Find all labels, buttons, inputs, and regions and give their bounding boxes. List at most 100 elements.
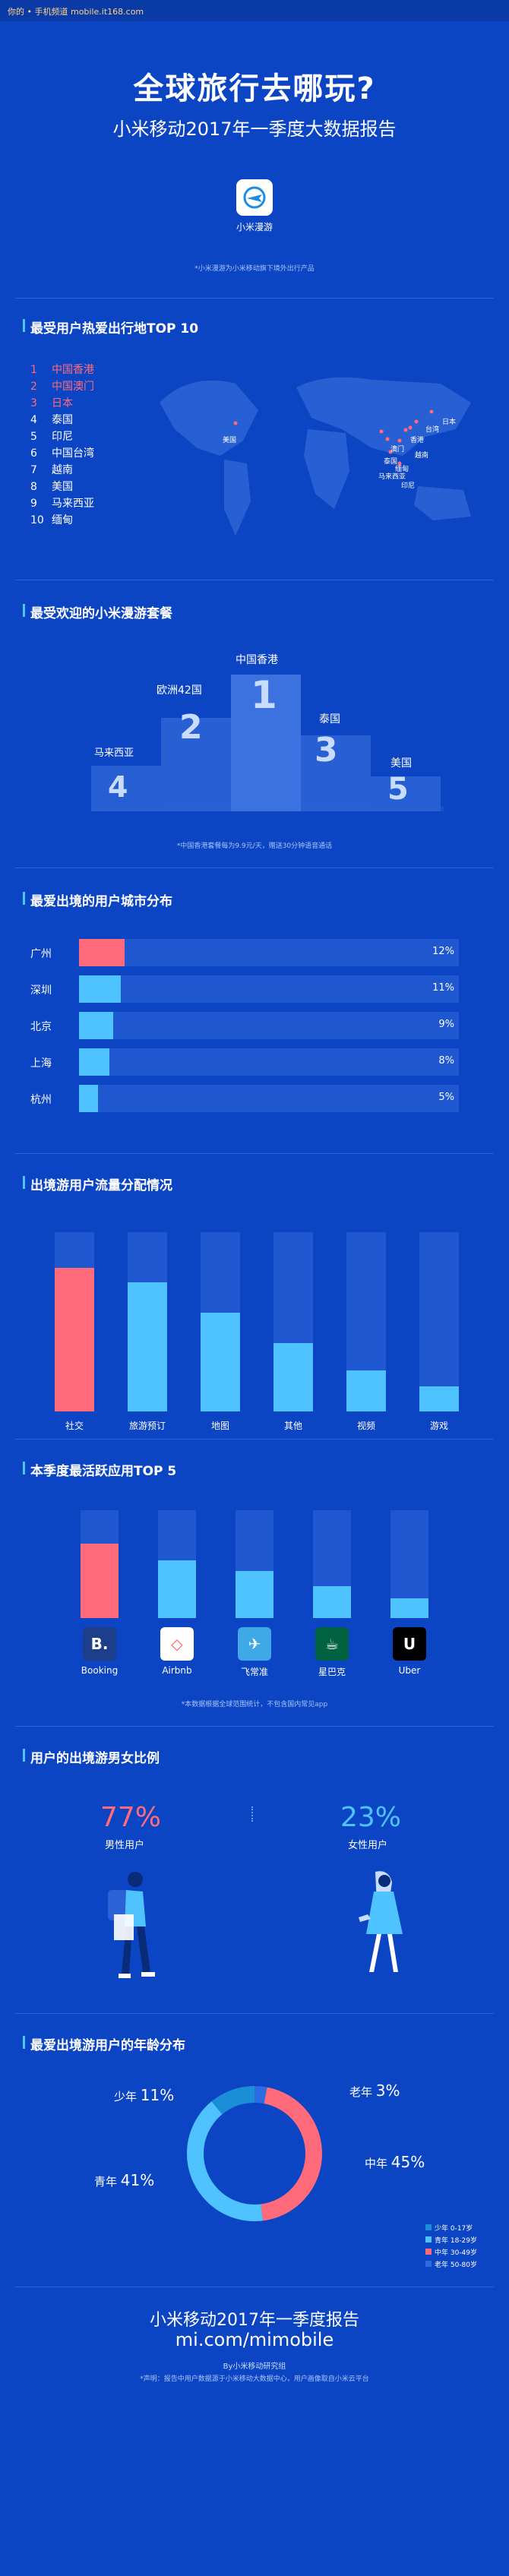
top10-name: 印尼 [52, 431, 73, 443]
podium-block-5 [371, 776, 441, 811]
traffic-bar-fill [201, 1313, 240, 1411]
age-label-senior-name: 老年 [349, 2085, 373, 2099]
top10-list: 1 中国香港 2 中国澳门 3 日本 4 泰国 5 印尼 6 中国台湾 7 越南 8 美国 9 马来西亚 10 缅甸 [30, 362, 94, 529]
age-label-teen-pct: 11% [140, 2086, 175, 2104]
podium-label-malaysia: 马来西亚 [94, 748, 134, 759]
age-label-youth-name: 青年 [94, 2175, 118, 2189]
podium-rank-1: 1 [251, 673, 277, 717]
city-bar-track: 11% [79, 975, 459, 1003]
feichangzhun-icon: ✈ [238, 1627, 271, 1661]
traffic-bar-label: 社交 [65, 1421, 84, 1431]
map-label-hongkong: 香港 [410, 437, 425, 444]
podium-block-4 [91, 766, 161, 811]
section-title-top10: 最受用户热爱出行地TOP 10 [22, 318, 198, 337]
city-bar-label: 上海 [30, 1057, 52, 1070]
map-label-taiwan: 台湾 [425, 426, 440, 434]
age-label-teen-name: 少年 [114, 2090, 138, 2103]
app-bar-fill [390, 1598, 428, 1618]
section-title-packages: 最受欢迎的小米漫游套餐 [23, 602, 172, 621]
top10-rank: 9 [30, 498, 37, 510]
gender-separator [251, 1806, 256, 1822]
header-note: *小米漫游为小米移动旗下境外出行产品 [194, 265, 315, 273]
divider [15, 1153, 494, 1154]
age-label-middle: 中年 45% [365, 2153, 425, 2171]
divider [15, 2013, 494, 2014]
booking-icon: B. [83, 1627, 116, 1661]
footer-by: By小米移动研究组 [223, 2363, 286, 2371]
podium-label-europe: 欧洲42国 [156, 684, 202, 697]
top10-rank: 1 [30, 364, 37, 376]
map-label-thailand: 泰国 [384, 458, 398, 466]
podium-label-usa: 美国 [390, 757, 412, 770]
app-bar-label: 飞常准 [240, 1667, 268, 1677]
male-percent: 77% [100, 1802, 162, 1833]
app-bar-fill [236, 1571, 273, 1618]
uber-icon: U [393, 1627, 426, 1661]
section-title-cities: 最爱出境的用户城市分布 [23, 890, 172, 909]
traffic-bar-fill [128, 1282, 167, 1411]
age-legend-item: 中年 30-49岁 [425, 2247, 477, 2259]
top10-item: 4 泰国 [30, 412, 94, 428]
age-legend-swatch [425, 2236, 432, 2243]
top10-rank: 5 [30, 431, 37, 443]
city-bar-row: 北京 9% [30, 1012, 459, 1039]
section-title-traffic: 出境游用户流量分配情况 [23, 1174, 172, 1193]
section-title-gender: 用户的出境游男女比例 [23, 1747, 160, 1766]
section-title-age: 最爱出境游用户的年龄分布 [23, 2034, 185, 2053]
top10-item: 6 中国台湾 [30, 445, 94, 462]
city-bar-row: 上海 8% [30, 1048, 459, 1076]
divider [15, 298, 494, 299]
app-bar-fill [81, 1544, 119, 1618]
donut-slice-少年 [187, 2086, 322, 2221]
age-legend-item: 青年 18-29岁 [425, 2235, 477, 2247]
top10-item: 1 中国香港 [30, 362, 94, 378]
traffic-bar-fill [273, 1343, 313, 1411]
age-label-youth-pct: 41% [120, 2171, 155, 2189]
age-label-senior-pct: 3% [375, 2081, 400, 2100]
page-title: 全球旅行去哪玩? [133, 71, 376, 106]
divider [15, 1726, 494, 1727]
footer-url[interactable]: mi.com/mimobile [175, 2329, 334, 2350]
traffic-bar-fill [55, 1268, 94, 1411]
footer-statement: *声明：报告中用户数据源于小米移动大数据中心，用户画像取自小米云平台 [140, 2375, 369, 2383]
city-bar-row: 深圳 11% [30, 975, 459, 1003]
age-legend: 少年 0-17岁 青年 18-29岁 中年 30-49岁 老年 50-80岁 [425, 2223, 477, 2271]
top10-item: 7 越南 [30, 462, 94, 479]
donut-slice-中年 [187, 2086, 322, 2221]
divider [15, 1439, 494, 1440]
podium-block-2 [161, 718, 231, 811]
city-bar-percent: 11% [432, 982, 454, 994]
top10-item: 9 马来西亚 [30, 495, 94, 512]
donut-slice-青年 [187, 2086, 322, 2221]
top10-rank: 2 [30, 381, 37, 393]
podium-rank-2: 2 [179, 708, 203, 747]
top10-name: 泰国 [52, 414, 73, 426]
app-bar-label: 星巴克 [318, 1667, 346, 1677]
city-bar-percent: 8% [438, 1055, 454, 1067]
traffic-bar-label: 地图 [210, 1421, 229, 1431]
top10-name: 缅甸 [52, 514, 73, 526]
city-bar-row: 广州 12% [30, 939, 459, 966]
footer-title: 小米移动2017年一季度报告 [150, 2311, 359, 2330]
city-bar-label: 北京 [30, 1021, 52, 1033]
top10-name: 美国 [52, 481, 73, 493]
app-bar-label: Airbnb [162, 1665, 192, 1676]
podium-rank-3: 3 [315, 731, 338, 770]
top10-item: 10 缅甸 [30, 512, 94, 529]
top10-name: 越南 [52, 464, 73, 476]
city-bar-track: 8% [79, 1048, 459, 1076]
podium-label-thailand: 泰国 [319, 713, 340, 725]
podium-label-hongkong: 中国香港 [236, 654, 278, 666]
city-bar-label: 杭州 [30, 1094, 52, 1106]
map-label-indonesia: 印尼 [401, 482, 416, 490]
top-bar: 你的 • 手机频道 mobile.it168.com [0, 0, 509, 21]
top10-name: 马来西亚 [52, 498, 94, 510]
podium-block-1 [231, 675, 301, 811]
traffic-bar-label: 旅游预订 [128, 1421, 166, 1431]
age-label-senior: 老年 3% [349, 2081, 400, 2100]
top10-rank: 8 [30, 481, 37, 493]
app-name: 小米漫游 [236, 222, 273, 232]
app-bar-label: Uber [398, 1665, 421, 1676]
age-legend-text: 老年 50-80岁 [435, 2262, 478, 2269]
traffic-bar-track [419, 1232, 459, 1411]
